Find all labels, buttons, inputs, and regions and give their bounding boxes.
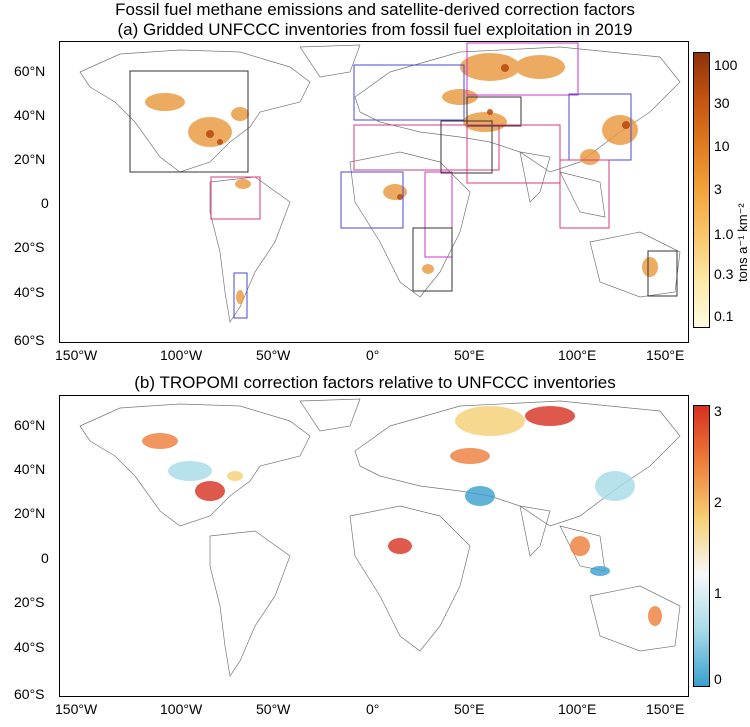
colorbar-a-tick-2: 10: [714, 138, 730, 154]
map-a-svg: [79, 42, 681, 323]
lat-tick-a-2: 20°N: [14, 151, 46, 167]
main-title: Fossil fuel methane emissions and satell…: [115, 0, 635, 19]
map-panel-b: [59, 395, 689, 697]
lat-tick-a-0: 60°N: [14, 63, 46, 79]
lat-tick-a-3: 0: [41, 195, 49, 211]
lat-tick-a-4: 20°S: [14, 239, 45, 255]
lat-tick-a-5: 40°S: [14, 284, 45, 300]
colorbar-a-tick-0: 100: [714, 57, 738, 73]
lon-tick-b-4: 50°E: [454, 701, 485, 717]
lon-tick-b-0: 150°W: [55, 701, 98, 717]
lat-tick-b-3: 0: [41, 550, 49, 566]
lat-tick-b-2: 20°N: [14, 505, 46, 521]
panel-a-title: (a) Gridded UNFCCC inventories from foss…: [117, 20, 633, 39]
lon-tick-a-0: 150°W: [55, 347, 98, 363]
lon-tick-b-3: 0°: [366, 701, 380, 717]
colorbar-a-units: tons a⁻¹ km⁻²: [735, 203, 750, 282]
lon-tick-b-1: 100°W: [160, 701, 203, 717]
lat-tick-b-4: 20°S: [14, 594, 45, 610]
lon-tick-a-4: 50°E: [454, 347, 485, 363]
colorbar-b-tick-0: 3: [714, 403, 722, 419]
colorbar-b-tick-1: 2: [714, 494, 722, 510]
colorbar-a-tick-5: 0.3: [714, 266, 734, 282]
lon-tick-a-6: 150°E: [646, 347, 685, 363]
colorbar-a: [693, 52, 710, 328]
colorbar-a-tick-1: 30: [714, 95, 730, 111]
lat-tick-a-1: 40°N: [14, 107, 46, 123]
map-panel-a: [59, 41, 689, 343]
lat-tick-a-6: 60°S: [14, 332, 45, 348]
colorbar-b: [693, 405, 710, 687]
lon-tick-a-5: 100°E: [558, 347, 597, 363]
lon-tick-b-5: 100°E: [558, 701, 597, 717]
lat-tick-b-6: 60°S: [14, 686, 45, 702]
lon-tick-a-2: 50°W: [256, 347, 291, 363]
colorbar-b-tick-2: 1: [714, 585, 722, 601]
lat-tick-b-5: 40°S: [14, 639, 45, 655]
lon-tick-b-2: 50°W: [256, 701, 291, 717]
lat-tick-b-0: 60°N: [14, 417, 46, 433]
map-b-svg: [79, 398, 681, 677]
lon-tick-b-6: 150°E: [646, 701, 685, 717]
colorbar-a-tick-4: 1.0: [714, 226, 734, 242]
lon-tick-a-1: 100°W: [160, 347, 203, 363]
lat-tick-b-1: 40°N: [14, 461, 46, 477]
colorbar-a-tick-6: 0.1: [714, 308, 734, 324]
colorbar-a-tick-3: 3: [714, 181, 722, 197]
lon-tick-a-3: 0°: [366, 347, 380, 363]
panel-b-title: (b) TROPOMI correction factors relative …: [134, 373, 616, 392]
colorbar-b-tick-3: 0: [714, 671, 722, 687]
